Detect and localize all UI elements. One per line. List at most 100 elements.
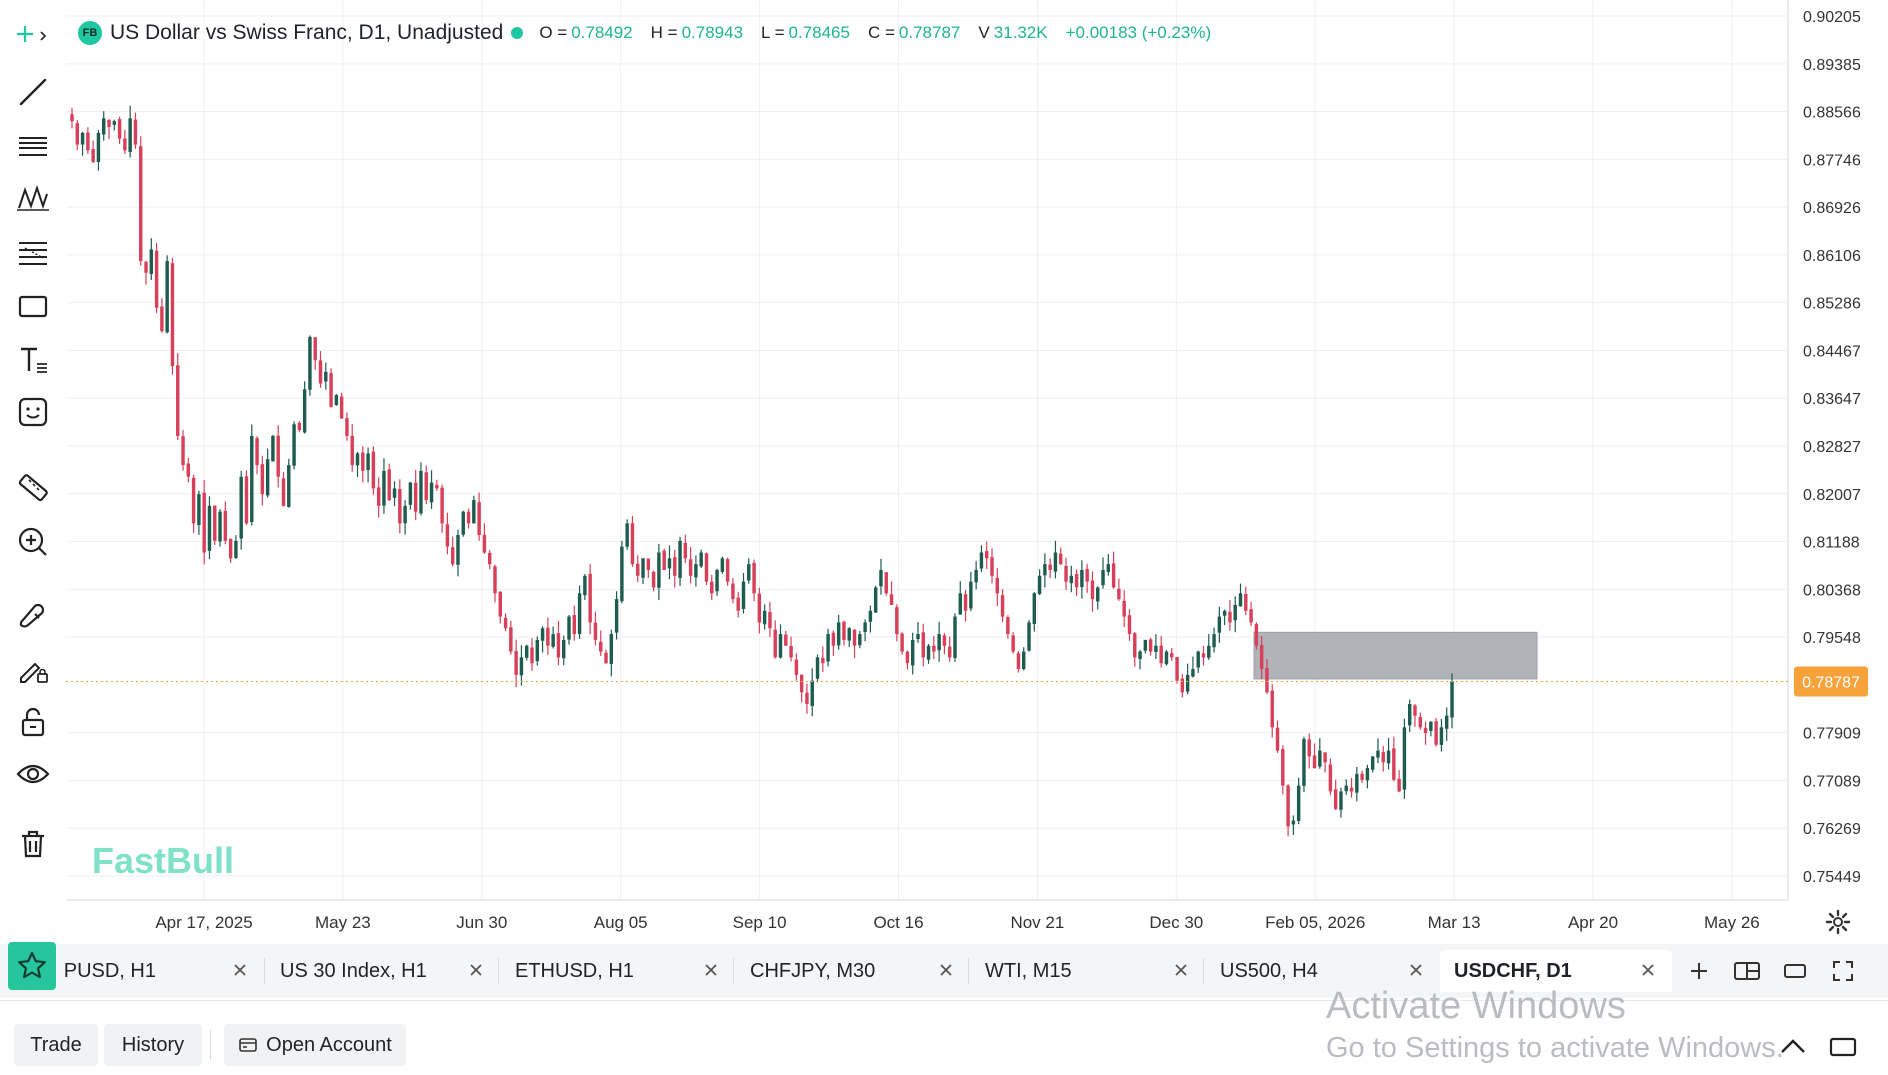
single-view-button[interactable] (1780, 956, 1810, 986)
fullscreen-icon (1833, 961, 1853, 981)
volume-label: V (978, 23, 990, 42)
trade-button[interactable]: Trade (14, 1024, 98, 1066)
candle-up (620, 546, 624, 602)
tab-divider (498, 958, 499, 984)
collapse-panel-button[interactable] (1778, 1032, 1808, 1062)
brush-lock-tool[interactable] (8, 646, 58, 690)
visibility-tool[interactable] (8, 752, 58, 796)
candle-up (836, 622, 841, 646)
open-value: 0.78492 (571, 23, 633, 42)
magnet-tool[interactable] (8, 592, 58, 636)
candle-up (1022, 651, 1026, 670)
candle-up (1096, 587, 1100, 602)
measure-tool[interactable] (8, 466, 58, 510)
current-price-label: 0.78787 (1802, 674, 1860, 691)
tab-chfjpy[interactable]: CHFJPY, M30 (750, 950, 970, 992)
pattern-tool[interactable] (8, 176, 58, 220)
tab-wti[interactable]: WTI, M15 (985, 950, 1205, 992)
close-icon[interactable] (230, 960, 250, 980)
candle-down (799, 674, 804, 693)
candle-down (133, 119, 138, 145)
candle-down (599, 641, 603, 652)
candle-up (953, 616, 957, 658)
candle-down (1228, 611, 1232, 623)
tab-us30[interactable]: US 30 Index, H1 (280, 950, 500, 992)
lock-drawings-tool[interactable] (8, 700, 58, 744)
candle-down (75, 123, 80, 145)
text-tool[interactable] (8, 338, 58, 382)
emoji-tool[interactable] (8, 390, 58, 434)
rectangle-tool[interactable] (8, 284, 58, 328)
symbol-title[interactable]: US Dollar vs Swiss Franc, D1, Unadjusted (110, 21, 504, 44)
candle-down (1133, 633, 1137, 658)
candle-up (265, 459, 270, 496)
zigzag-icon (17, 184, 49, 211)
candle-down (276, 435, 280, 477)
candle-up (762, 610, 767, 625)
candle-down (995, 577, 1000, 594)
price-tick-label: 0.87746 (1803, 152, 1861, 169)
candle-down (1000, 595, 1005, 617)
tab-ethusd[interactable]: ETHUSD, H1 (515, 950, 735, 992)
candle-up (1154, 645, 1158, 652)
close-icon[interactable] (466, 960, 486, 980)
open-account-button[interactable]: Open Account (224, 1024, 406, 1066)
candle-up (366, 453, 370, 471)
watchlist-button[interactable] (8, 942, 56, 990)
candle-up (1164, 651, 1169, 665)
window-icon (1829, 1037, 1857, 1057)
candle-up (292, 424, 296, 466)
panel-window-button[interactable] (1828, 1032, 1858, 1062)
layout-button[interactable] (1732, 956, 1762, 986)
fullscreen-button[interactable] (1828, 956, 1858, 986)
candle-down (773, 629, 777, 658)
tab-label: ETHUSD, H1 (515, 959, 634, 982)
candle-up (197, 494, 201, 526)
candle-down (1201, 653, 1206, 658)
low-label: L = (761, 23, 785, 42)
eye-icon (16, 764, 50, 784)
candle-up (715, 569, 719, 592)
crosshair-tool[interactable] (8, 18, 58, 62)
candle-down (413, 482, 418, 512)
candle-up (1439, 727, 1444, 745)
candle-up (1365, 768, 1370, 781)
time-tick-label: Apr 17, 2025 (155, 913, 252, 932)
chart-settings-button[interactable] (1824, 908, 1852, 936)
chart-grid (66, 0, 1789, 901)
candle-down (1127, 615, 1132, 635)
close-icon[interactable] (936, 960, 956, 980)
price-tick-label: 0.88566 (1803, 105, 1861, 122)
channel-tool[interactable] (8, 124, 58, 168)
chart-canvas[interactable]: FastBull 0.78787 0.902050.893850.885660.… (0, 0, 1888, 940)
candle-down (191, 477, 196, 524)
trend-line-tool[interactable] (8, 70, 58, 114)
candle-down (963, 594, 968, 611)
candle-down (181, 436, 185, 466)
candle-up (1302, 738, 1306, 786)
candle-down (710, 581, 714, 594)
close-icon[interactable] (701, 960, 721, 980)
price-chart[interactable]: FastBull 0.78787 0.90205 0.89385 0.88566 0.… (0, 0, 1888, 940)
candle-down (662, 550, 666, 570)
candle-down (895, 607, 899, 635)
add-tab-button[interactable] (1684, 956, 1714, 986)
delete-drawings-tool[interactable] (8, 822, 58, 866)
tab-us500[interactable]: US500, H4 (1220, 950, 1440, 992)
close-icon[interactable] (1406, 960, 1426, 980)
price-tick-label: 0.86106 (1803, 248, 1861, 265)
candle-down (329, 372, 333, 407)
candle-down (842, 621, 846, 640)
candle-up (609, 634, 614, 664)
tab-usdchf[interactable]: USDCHF, D1 (1440, 950, 1672, 992)
fibonacci-tool[interactable] (8, 230, 58, 274)
current-price-line: 0.78787 (66, 666, 1868, 697)
zoom-in-tool[interactable] (8, 520, 58, 564)
ruler-icon (18, 474, 48, 502)
close-icon[interactable] (1638, 960, 1658, 980)
tab-gbpusd[interactable]: GBPUSD, H1 (64, 950, 264, 992)
close-icon[interactable] (1171, 960, 1191, 980)
history-button[interactable]: History (104, 1024, 202, 1066)
candle-down (852, 629, 857, 646)
candle-up (625, 523, 629, 547)
